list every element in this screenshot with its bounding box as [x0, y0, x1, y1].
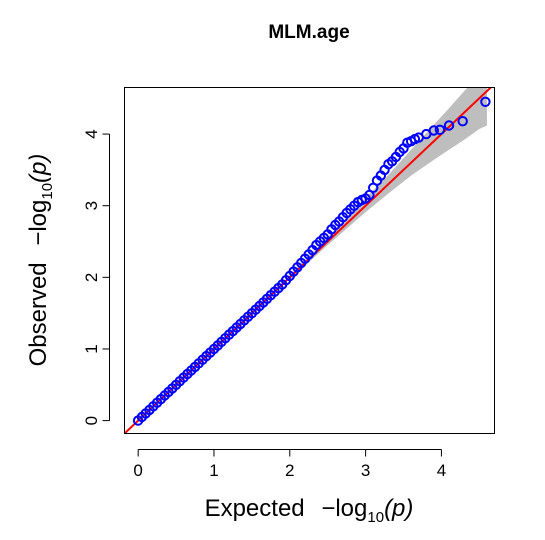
y-tick-label: 1 — [82, 344, 101, 353]
plot-frame — [124, 87, 495, 434]
x-axis-label: Expected −log10(p) — [205, 495, 414, 526]
data-point — [428, 125, 439, 136]
x-tick-label: 3 — [361, 461, 370, 480]
y-tick-label: 0 — [82, 416, 101, 425]
x-tick-label: 4 — [437, 461, 446, 480]
y-axis: 0 1 2 3 4 — [82, 129, 110, 425]
plot-area — [124, 87, 495, 434]
y-tick-label: 2 — [82, 273, 101, 282]
y-tick-label: 4 — [82, 129, 101, 138]
x-tick-label: 0 — [133, 461, 142, 480]
chart-title: MLM.age — [268, 22, 349, 43]
x-axis: 0 1 2 3 4 — [133, 449, 446, 480]
data-point — [457, 116, 468, 127]
data-point — [480, 96, 491, 108]
x-tick-label: 1 — [209, 461, 218, 480]
data-point — [434, 124, 446, 136]
y-tick-label: 3 — [82, 201, 101, 210]
data-point — [443, 120, 455, 131]
x-tick-label: 2 — [285, 461, 294, 480]
y-axis-label: Observed −log10(p) — [25, 154, 56, 367]
